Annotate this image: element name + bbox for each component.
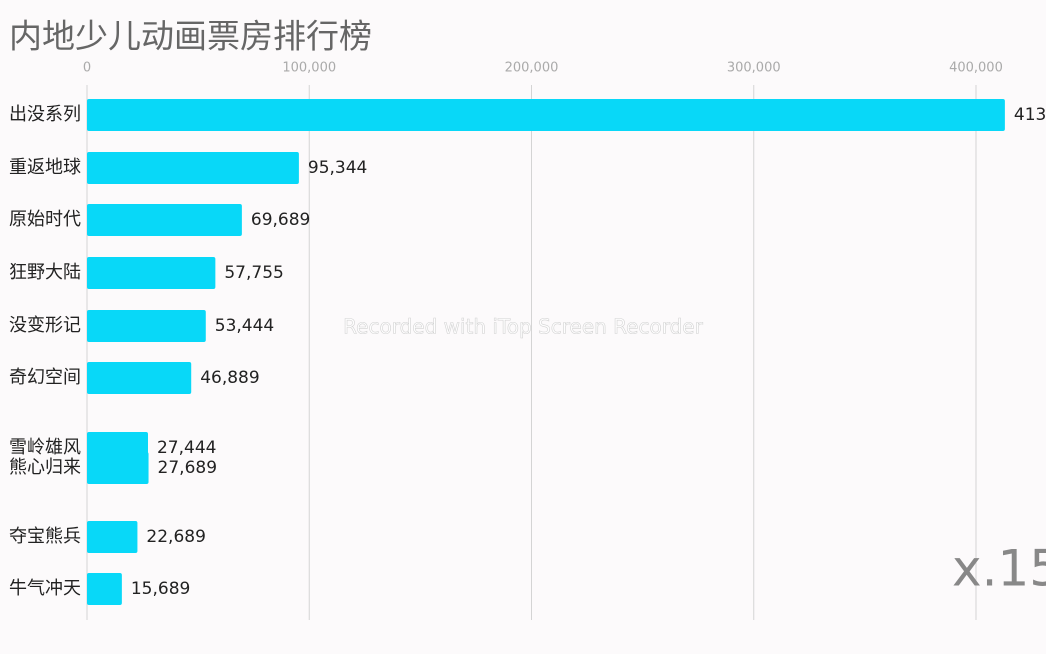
value-label: 413,000 bbox=[1014, 105, 1046, 125]
bar bbox=[87, 310, 206, 342]
bar bbox=[87, 152, 299, 184]
value-label: 22,689 bbox=[146, 527, 205, 547]
value-label: 95,344 bbox=[308, 158, 367, 178]
category-label: 熊心归来 bbox=[9, 457, 81, 478]
category-label: 雪岭雄风 bbox=[9, 437, 81, 458]
value-label: 57,755 bbox=[224, 263, 283, 283]
category-label: 狂野大陆 bbox=[9, 262, 81, 283]
bar bbox=[87, 257, 216, 289]
bar bbox=[87, 521, 138, 553]
chart-title: 内地少儿动画票房排行榜 bbox=[9, 17, 372, 56]
x-tick-label: 200,000 bbox=[505, 61, 559, 76]
value-label: 27,444 bbox=[157, 438, 216, 458]
speed-label: x.15 bbox=[952, 540, 1046, 598]
bar bbox=[87, 452, 149, 484]
category-label: 重返地球 bbox=[9, 157, 81, 178]
value-label: 15,689 bbox=[131, 579, 190, 599]
category-label: 夺宝熊兵 bbox=[9, 526, 81, 547]
x-tick-label: 300,000 bbox=[727, 61, 781, 76]
category-label: 奇幻空间 bbox=[9, 367, 81, 388]
category-label: 牛气冲天 bbox=[9, 578, 81, 599]
category-label: 原始时代 bbox=[9, 209, 81, 230]
value-label: 69,689 bbox=[251, 210, 310, 230]
bar bbox=[87, 204, 242, 236]
value-label: 27,689 bbox=[158, 458, 217, 478]
watermark: Recorded with iTop Screen Recorder bbox=[343, 315, 703, 339]
value-label: 46,889 bbox=[200, 368, 259, 388]
bar bbox=[87, 362, 192, 394]
x-tick-label: 400,000 bbox=[949, 61, 1003, 76]
bar bbox=[87, 573, 122, 605]
x-tick-label: 0 bbox=[83, 61, 91, 76]
category-label: 出没系列 bbox=[9, 104, 81, 125]
x-tick-label: 100,000 bbox=[282, 61, 336, 76]
category-label: 没变形记 bbox=[9, 315, 81, 336]
value-label: 53,444 bbox=[215, 316, 274, 336]
bar bbox=[87, 99, 1005, 131]
